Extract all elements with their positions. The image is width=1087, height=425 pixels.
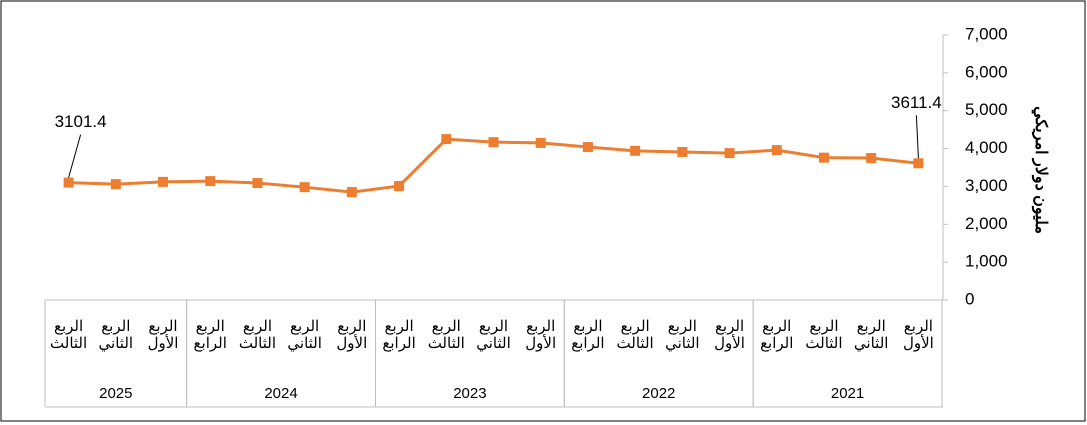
point-marker bbox=[346, 187, 357, 198]
point-marker bbox=[677, 146, 688, 157]
point-marker bbox=[630, 145, 641, 156]
y-tick-label: 1,000 bbox=[965, 252, 1008, 271]
year-label: 2021 bbox=[830, 385, 865, 402]
y-tick-label: 6,000 bbox=[965, 62, 1008, 81]
point-marker bbox=[205, 176, 216, 187]
data-label: 3101.4 bbox=[55, 112, 107, 131]
quarter-label: الربع الأول bbox=[525, 318, 557, 352]
quarter-label: الربع الثالث bbox=[427, 318, 465, 352]
quarter-label: الربع الأول bbox=[902, 318, 934, 352]
point-marker bbox=[818, 152, 829, 163]
y-tick-label: 4,000 bbox=[965, 138, 1008, 157]
quarter-label: الربع الثاني bbox=[665, 318, 700, 352]
label-leader bbox=[68, 134, 82, 178]
year-label: 2025 bbox=[99, 385, 133, 402]
quarter-label: الربع الثاني bbox=[853, 318, 889, 352]
quarter-label: الربع الثاني bbox=[98, 318, 134, 352]
year-label: 2023 bbox=[453, 385, 487, 402]
point-marker bbox=[535, 137, 546, 148]
point-marker bbox=[110, 179, 121, 190]
label-leader bbox=[915, 115, 919, 159]
quarter-label: الربع الثاني bbox=[287, 318, 322, 352]
quarter-label: الربع الأول bbox=[147, 318, 179, 352]
quarter-label: الربع الرابع bbox=[382, 318, 416, 352]
quarter-label: الربع الرابع bbox=[193, 318, 227, 352]
point-marker bbox=[771, 145, 782, 156]
y-tick-label: 5,000 bbox=[965, 100, 1008, 119]
point-marker bbox=[252, 178, 263, 189]
quarter-label: الربع الرابع bbox=[571, 318, 605, 352]
y-tick-label: 2,000 bbox=[965, 214, 1008, 233]
point-marker bbox=[582, 142, 593, 153]
quarter-label: الربع الثالث bbox=[238, 318, 276, 352]
quarter-label: الربع الثالث bbox=[50, 318, 88, 352]
point-marker bbox=[63, 177, 74, 188]
point-marker bbox=[441, 134, 452, 145]
quarter-label: الربع الثالث bbox=[616, 318, 654, 352]
data-label: 3611.4 bbox=[891, 93, 942, 112]
year-label: 2024 bbox=[264, 385, 298, 402]
quarter-label: الربع الأول bbox=[336, 318, 368, 352]
quarter-label: الربع الرابع bbox=[760, 318, 794, 352]
quarter-label: الربع الثالث bbox=[805, 318, 843, 352]
point-marker bbox=[866, 153, 877, 164]
point-marker bbox=[913, 158, 924, 169]
point-marker bbox=[724, 148, 735, 159]
y-axis-title: مليون دولار امريكي bbox=[1031, 106, 1049, 234]
year-label: 2022 bbox=[642, 385, 676, 402]
point-marker bbox=[394, 181, 405, 192]
quarter-label: الربع الأول bbox=[714, 318, 745, 352]
y-tick-label: 3,000 bbox=[965, 176, 1008, 195]
y-tick-label: 7,000 bbox=[965, 24, 1008, 43]
y-tick-label: 0 bbox=[965, 289, 974, 308]
quarter-label: الربع الثاني bbox=[476, 318, 511, 352]
point-marker bbox=[158, 176, 169, 187]
point-marker bbox=[488, 137, 499, 148]
point-marker bbox=[299, 182, 310, 193]
